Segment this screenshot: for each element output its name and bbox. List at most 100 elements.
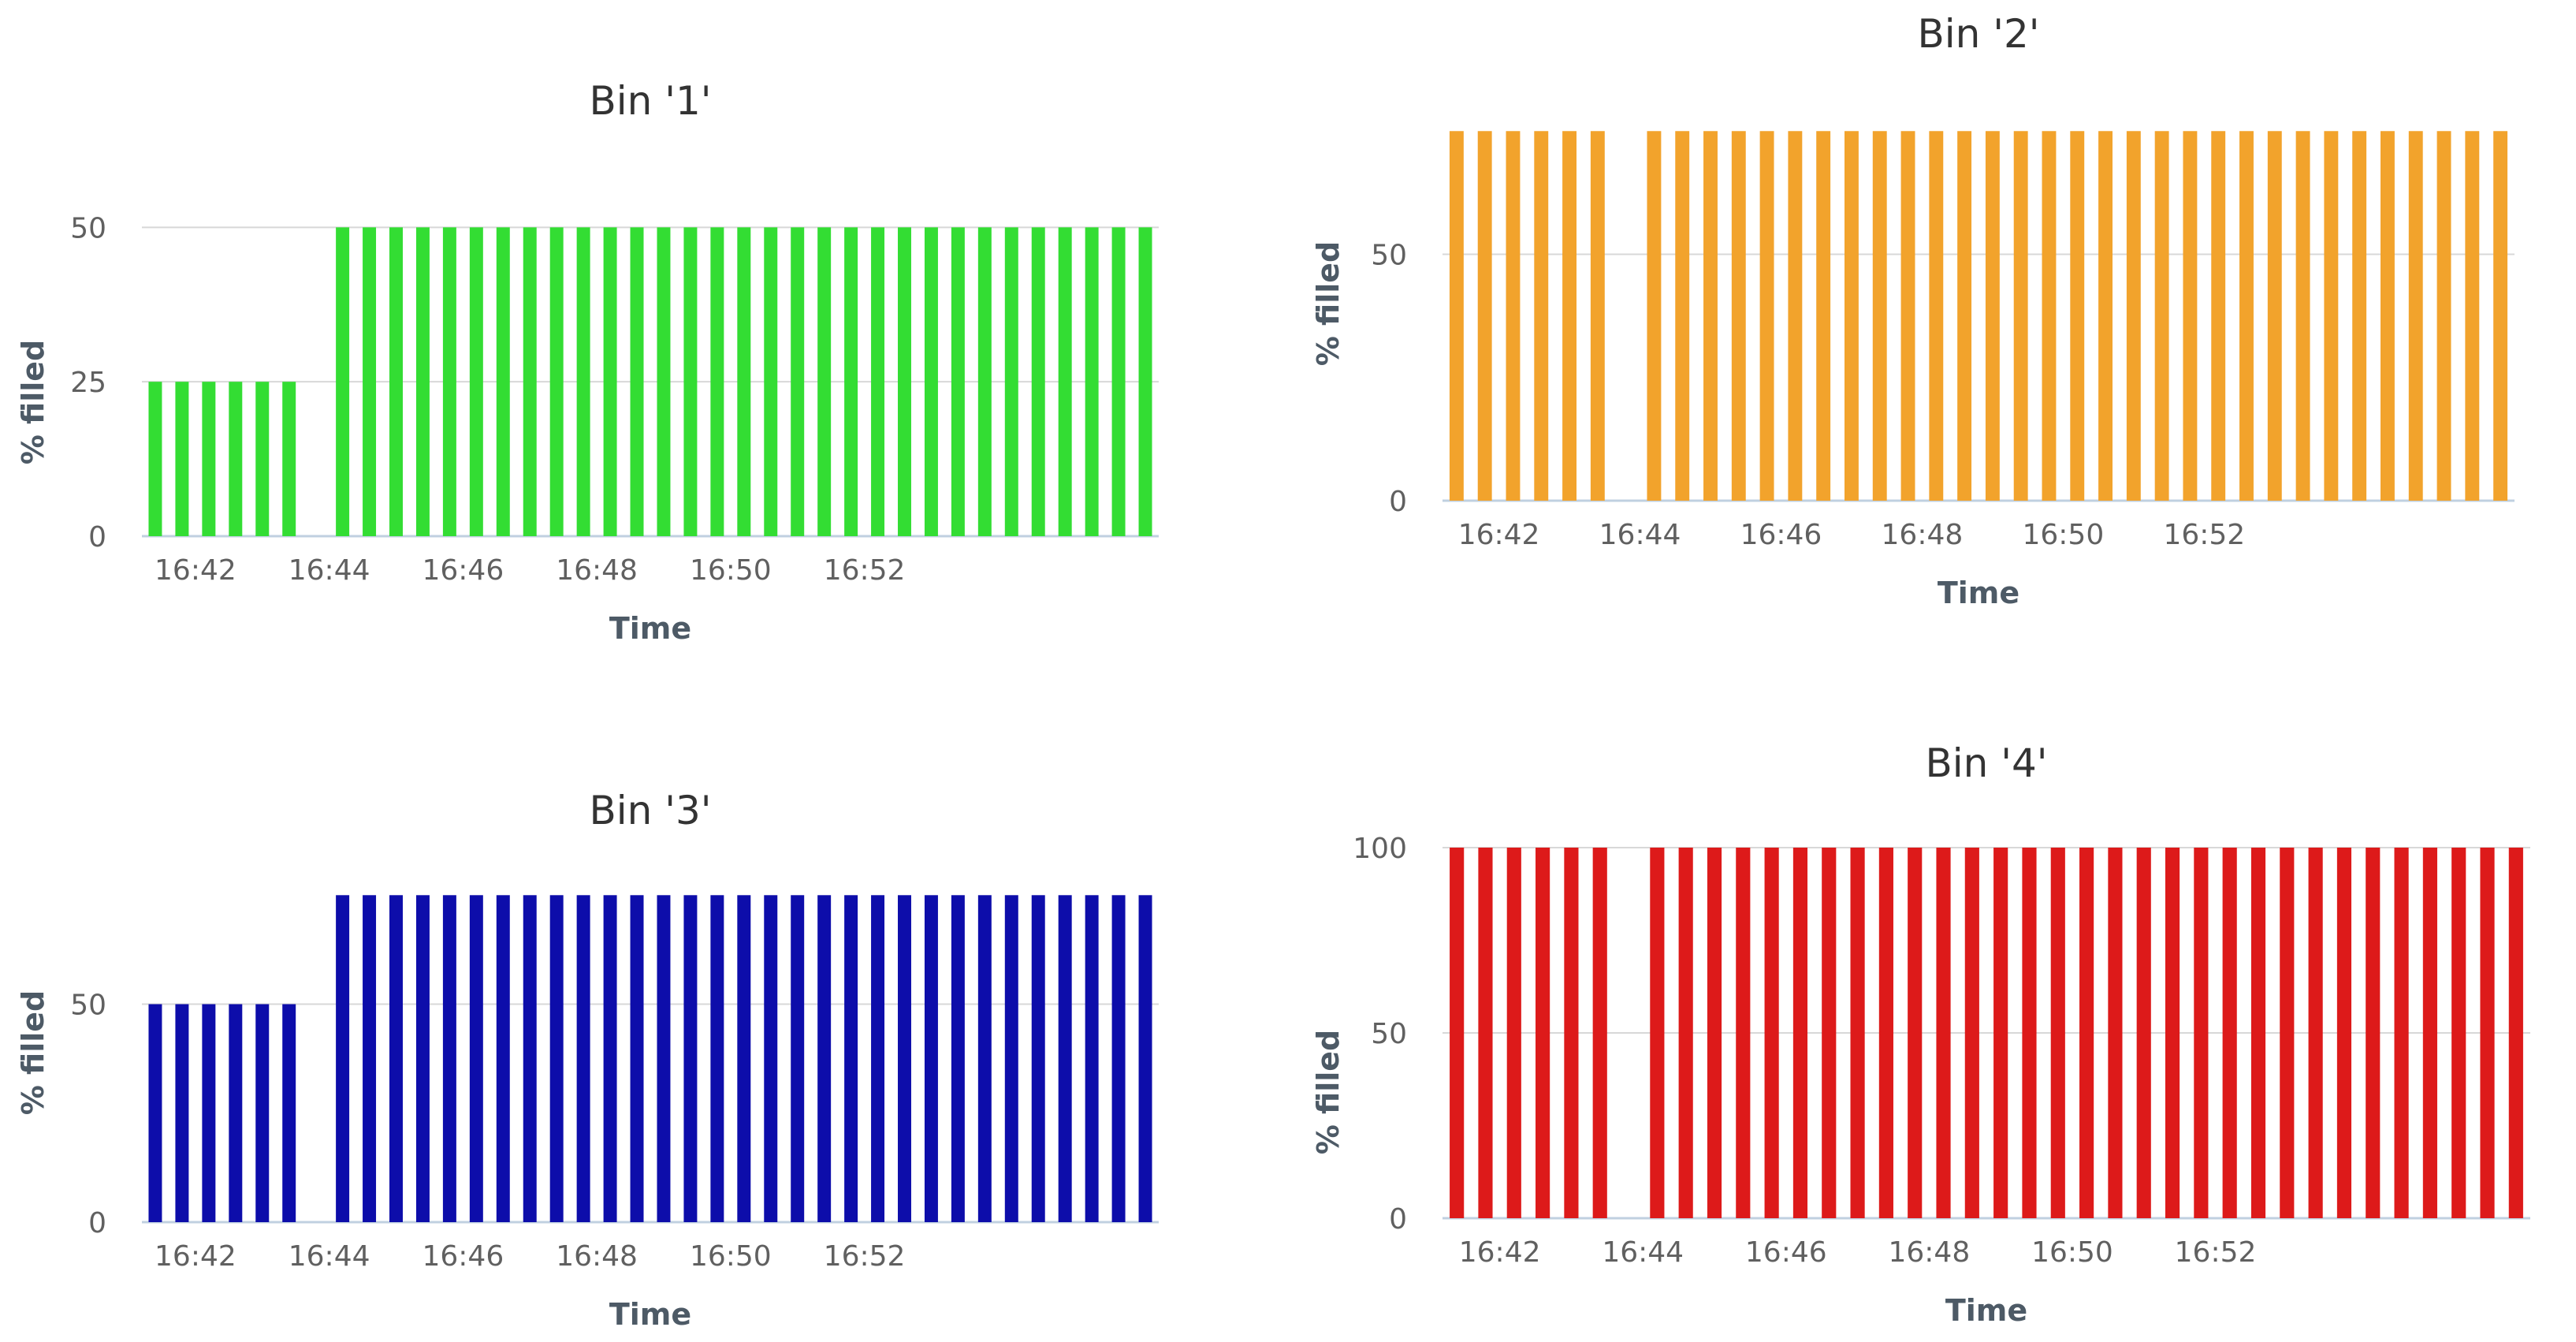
bar[interactable] — [710, 227, 724, 536]
bar[interactable] — [683, 227, 698, 536]
bar[interactable] — [1564, 848, 1579, 1218]
bar[interactable] — [1506, 848, 1521, 1218]
bar[interactable] — [2042, 131, 2057, 501]
bar[interactable] — [2465, 131, 2480, 501]
bar[interactable] — [202, 1004, 216, 1222]
bar[interactable] — [2295, 131, 2310, 501]
bar[interactable] — [576, 227, 590, 536]
bar[interactable] — [1058, 895, 1072, 1222]
bar[interactable] — [442, 895, 456, 1222]
bar[interactable] — [1759, 131, 1774, 501]
bar[interactable] — [469, 895, 483, 1222]
bar[interactable] — [389, 895, 403, 1222]
bar[interactable] — [898, 227, 911, 536]
bar[interactable] — [898, 895, 911, 1222]
bar[interactable] — [817, 895, 832, 1222]
bar[interactable] — [603, 227, 617, 536]
bar[interactable] — [1592, 848, 1607, 1218]
bar[interactable] — [469, 227, 483, 536]
bar[interactable] — [2366, 848, 2381, 1218]
bar[interactable] — [2451, 848, 2466, 1218]
bar[interactable] — [1004, 895, 1018, 1222]
bar[interactable] — [1703, 131, 1718, 501]
bar[interactable] — [603, 895, 617, 1222]
bar[interactable] — [2308, 848, 2323, 1218]
bar[interactable] — [148, 1004, 162, 1222]
bar[interactable] — [844, 227, 858, 536]
bar[interactable] — [2493, 131, 2508, 501]
bar[interactable] — [1111, 895, 1126, 1222]
bar[interactable] — [2408, 131, 2423, 501]
bar[interactable] — [282, 382, 296, 536]
bar[interactable] — [1506, 131, 1521, 501]
bar[interactable] — [871, 895, 885, 1222]
bar[interactable] — [1138, 895, 1152, 1222]
bar[interactable] — [148, 382, 162, 536]
bar[interactable] — [1647, 131, 1662, 501]
bar[interactable] — [1929, 131, 1944, 501]
bar[interactable] — [549, 227, 564, 536]
bar[interactable] — [415, 227, 430, 536]
bar[interactable] — [683, 895, 698, 1222]
bar[interactable] — [737, 895, 751, 1222]
bar[interactable] — [1111, 227, 1126, 536]
bar[interactable] — [1736, 848, 1751, 1218]
bar[interactable] — [1450, 848, 1465, 1218]
bar[interactable] — [1477, 131, 1492, 501]
bar[interactable] — [1788, 131, 1803, 501]
bar[interactable] — [2126, 131, 2141, 501]
bar[interactable] — [523, 895, 537, 1222]
bar[interactable] — [1964, 848, 1979, 1218]
bar[interactable] — [951, 227, 965, 536]
bar[interactable] — [657, 227, 671, 536]
bar[interactable] — [2098, 131, 2113, 501]
bar[interactable] — [442, 227, 456, 536]
bar[interactable] — [2222, 848, 2237, 1218]
bar[interactable] — [951, 895, 965, 1222]
bar[interactable] — [496, 227, 510, 536]
bar[interactable] — [2136, 848, 2151, 1218]
bar[interactable] — [630, 895, 644, 1222]
bar[interactable] — [1936, 848, 1951, 1218]
bar[interactable] — [1138, 227, 1152, 536]
bar[interactable] — [2079, 848, 2094, 1218]
bar[interactable] — [229, 382, 243, 536]
bar[interactable] — [2280, 848, 2295, 1218]
bar[interactable] — [2394, 848, 2409, 1218]
bar[interactable] — [2336, 848, 2352, 1218]
bar[interactable] — [871, 227, 885, 536]
bar[interactable] — [2381, 131, 2395, 501]
bar[interactable] — [764, 227, 778, 536]
bar[interactable] — [1993, 848, 2008, 1218]
bar[interactable] — [1536, 848, 1550, 1218]
bar[interactable] — [737, 227, 751, 536]
bar[interactable] — [175, 1004, 189, 1222]
bar[interactable] — [255, 1004, 270, 1222]
bar[interactable] — [977, 227, 992, 536]
bar[interactable] — [1731, 131, 1746, 501]
bar[interactable] — [1085, 227, 1099, 536]
bar[interactable] — [1900, 131, 1915, 501]
bar[interactable] — [1872, 131, 1887, 501]
bar[interactable] — [1058, 227, 1072, 536]
bar[interactable] — [2508, 848, 2523, 1218]
bar[interactable] — [1449, 131, 1464, 501]
bar[interactable] — [1850, 848, 1865, 1218]
bar[interactable] — [2211, 131, 2226, 501]
bar[interactable] — [1031, 227, 1045, 536]
bar[interactable] — [549, 895, 564, 1222]
bar[interactable] — [282, 1004, 296, 1222]
bar[interactable] — [1707, 848, 1722, 1218]
bar[interactable] — [363, 227, 377, 536]
bar[interactable] — [2194, 848, 2209, 1218]
bar[interactable] — [924, 227, 938, 536]
bar[interactable] — [2250, 848, 2266, 1218]
bar[interactable] — [657, 895, 671, 1222]
bar[interactable] — [977, 895, 992, 1222]
bar[interactable] — [791, 227, 805, 536]
bar[interactable] — [630, 227, 644, 536]
bar[interactable] — [2165, 848, 2180, 1218]
bar[interactable] — [2154, 131, 2169, 501]
bar[interactable] — [1845, 131, 1859, 501]
bar[interactable] — [336, 227, 350, 536]
